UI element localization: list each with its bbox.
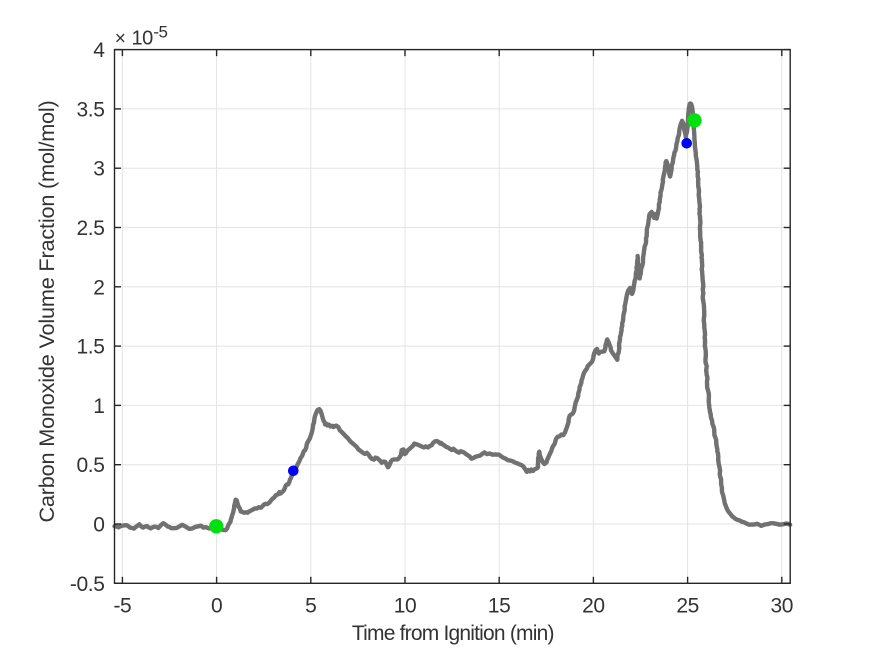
svg-text:10: 10 — [394, 595, 417, 618]
svg-text:30: 30 — [771, 595, 794, 618]
svg-text:-0.5: -0.5 — [70, 573, 105, 596]
svg-text:-5: -5 — [113, 595, 131, 618]
svg-text:1.5: 1.5 — [77, 336, 105, 359]
svg-text:10: 10 — [132, 28, 154, 50]
svg-text:5: 5 — [305, 595, 316, 618]
svg-text:3: 3 — [93, 158, 104, 181]
svg-text:20: 20 — [582, 595, 605, 618]
svg-text:Carbon Monoxide Volume Fractio: Carbon Monoxide Volume Fraction (mol/mol… — [34, 100, 59, 522]
svg-text:1: 1 — [93, 395, 104, 418]
svg-text:×: × — [115, 28, 126, 49]
svg-text:2.5: 2.5 — [77, 217, 105, 240]
svg-text:3.5: 3.5 — [77, 98, 105, 121]
svg-text:-5: -5 — [153, 22, 167, 41]
svg-text:15: 15 — [488, 595, 511, 618]
svg-text:4: 4 — [93, 39, 105, 62]
svg-text:0: 0 — [93, 514, 104, 537]
svg-text:2: 2 — [93, 276, 104, 299]
svg-text:0.5: 0.5 — [77, 454, 105, 477]
svg-text:Time from Ignition (min): Time from Ignition (min) — [352, 622, 554, 645]
svg-text:0: 0 — [211, 595, 222, 618]
svg-text:25: 25 — [676, 595, 699, 618]
